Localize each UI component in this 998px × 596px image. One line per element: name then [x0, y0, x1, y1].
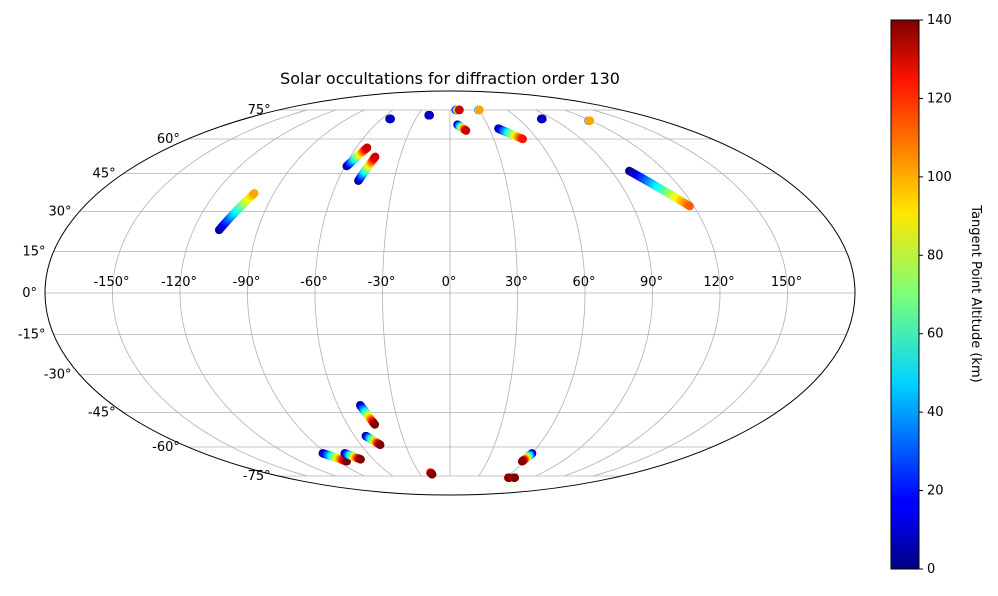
lat-tick-label: -60°: [152, 440, 180, 455]
lon-gridline: [112, 109, 308, 477]
lon-tick-label: -150°: [93, 275, 129, 290]
colorbar-tick-label: 0: [927, 562, 935, 577]
colorbar-tick-label: 80: [927, 248, 944, 263]
occultation-point: [376, 440, 385, 450]
lon-tick-label: 90°: [640, 275, 663, 290]
lon-gridline: [382, 109, 422, 477]
lat-tick-label: 15°: [23, 245, 46, 260]
colorbar-tick-label: 60: [927, 327, 944, 342]
occultation-point: [427, 470, 437, 479]
occultation-point: [455, 105, 464, 115]
occultation-point: [538, 114, 547, 124]
colorbar-tick-label: 20: [927, 484, 944, 499]
lon-gridline: [247, 109, 365, 477]
colorbar-tick-label: 140: [927, 13, 952, 28]
lon-tick-label: 150°: [771, 275, 802, 290]
lon-gridline: [592, 109, 788, 477]
lat-tick-label: -75°: [243, 469, 271, 484]
lat-tick-label: -30°: [44, 368, 72, 383]
occultation-point: [370, 420, 380, 429]
lat-tick-label: 75°: [248, 103, 271, 118]
lat-tick-label: -45°: [88, 406, 116, 421]
occultation-point: [356, 455, 365, 464]
lat-tick-label: 60°: [157, 132, 180, 147]
occultation-point: [425, 111, 434, 120]
occultation-point: [250, 189, 259, 198]
lon-tick-label: -60°: [300, 275, 328, 290]
occultation-point: [371, 152, 380, 162]
lon-tick-label: 30°: [505, 275, 528, 290]
longitude-tick-labels: -150° -120° -90° -60° -30° 0° 30° 60° 90° 120° 150…: [93, 275, 802, 290]
colorbar: [890, 19, 920, 570]
occultation-point: [685, 201, 694, 211]
lon-tick-label: 60°: [572, 275, 595, 290]
map-outline: [44, 90, 856, 496]
occultation-point: [518, 134, 527, 144]
lon-gridline: [506, 109, 586, 477]
occultation-point: [585, 116, 595, 125]
lon-gridline: [535, 109, 653, 477]
occultation-point: [386, 114, 395, 124]
lon-gridline: [478, 109, 518, 477]
lat-tick-label: 30°: [48, 204, 71, 219]
colorbar-tick-label: 40: [927, 405, 944, 420]
colorbar-ticks: 0 20 40 60 80 100 120 140: [919, 13, 952, 577]
occultation-point: [517, 457, 527, 466]
colorbar-tick-label: 120: [927, 91, 952, 106]
lat-tick-label: -15°: [18, 327, 46, 342]
occultation-point: [510, 473, 519, 482]
occultation-points: [214, 105, 694, 482]
lat-tick-label: 45°: [93, 166, 116, 181]
occultation-point: [461, 126, 471, 135]
lon-tick-label: 120°: [703, 275, 734, 290]
lon-gridline: [564, 109, 721, 477]
chart-title: Solar occultations for diffraction order…: [280, 69, 620, 88]
occultation-point: [362, 143, 372, 152]
lon-tick-label: -120°: [161, 275, 197, 290]
occultation-point: [475, 105, 484, 115]
lat-tick-label: 0°: [22, 286, 37, 301]
lon-tick-label: 0°: [442, 275, 457, 290]
graticule-grid: [45, 109, 855, 477]
lon-tick-label: -90°: [233, 275, 261, 290]
colorbar-tick-label: 100: [927, 170, 952, 185]
colorbar-label: Tangent Point Altitude (km): [968, 204, 983, 382]
latitude-tick-labels: -75° -60° -45° -30° -15° 0° 15° 30° 45° 60° 75°: [18, 103, 271, 484]
lon-tick-label: -30°: [368, 275, 396, 290]
lon-gridline: [179, 109, 336, 477]
